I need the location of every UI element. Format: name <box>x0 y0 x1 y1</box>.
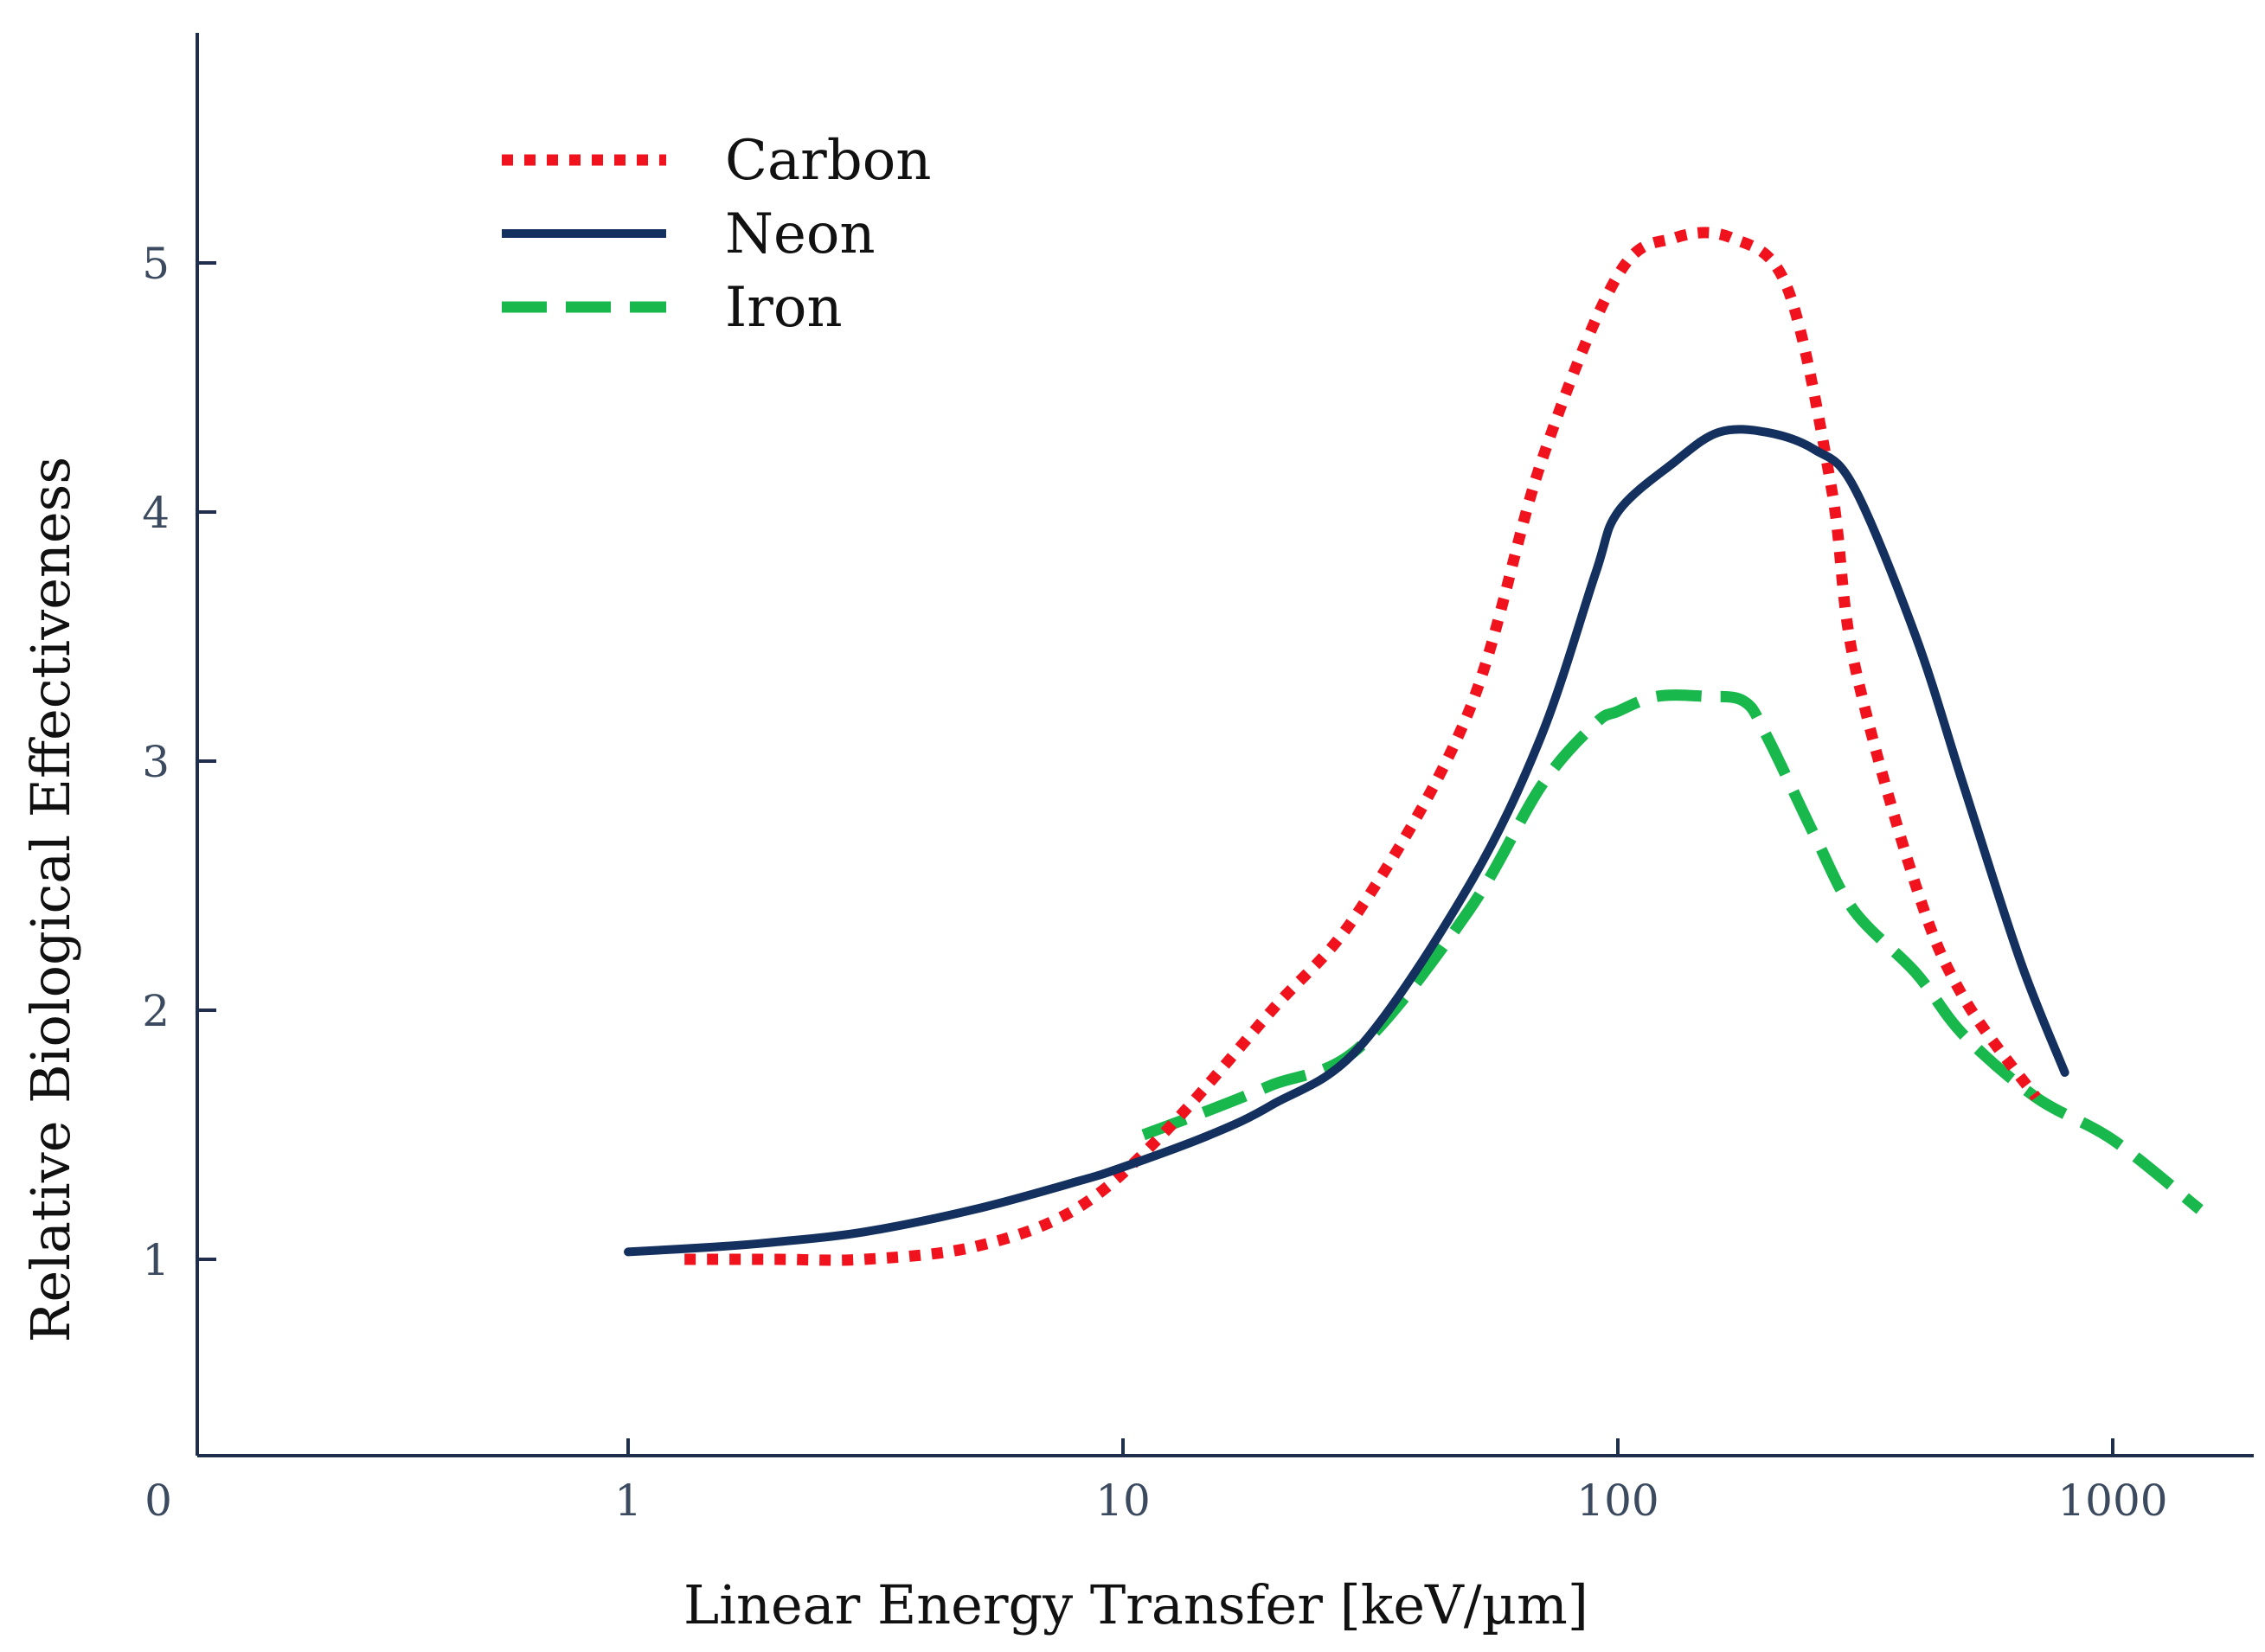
legend-label-carbon: Carbon <box>725 129 931 193</box>
y-tick-label: 3 <box>142 737 170 787</box>
series-line-carbon <box>684 227 2041 1266</box>
y-tick-label: 2 <box>142 986 170 1036</box>
series-line-neon <box>624 425 2069 1257</box>
series-line-iron <box>1141 689 2204 1214</box>
y-tick-label: 1 <box>142 1235 170 1285</box>
legend-label-neon: Neon <box>725 202 876 266</box>
x-origin-tick-label: 0 <box>144 1476 172 1526</box>
x-tick-label: 10 <box>1095 1476 1151 1526</box>
y-tick-label: 4 <box>142 488 170 538</box>
axes <box>196 33 2254 1457</box>
x-axis-title: Linear Energy Transfer [keV/µm] <box>683 1573 1588 1636</box>
axis-ticks: 1 10 100 1000 1 2 3 4 5 <box>142 239 2167 1526</box>
x-tick-label: 1 <box>614 1476 642 1526</box>
x-tick-label: 1000 <box>2057 1476 2167 1526</box>
y-tick-label: 5 <box>142 239 170 289</box>
legend: Carbon Neon Iron <box>502 129 931 340</box>
y-axis-title: Relative Biological Effectiveness <box>19 457 82 1342</box>
plot-area <box>624 227 2204 1266</box>
legend-label-iron: Iron <box>725 276 843 340</box>
x-tick-label: 100 <box>1576 1476 1659 1526</box>
